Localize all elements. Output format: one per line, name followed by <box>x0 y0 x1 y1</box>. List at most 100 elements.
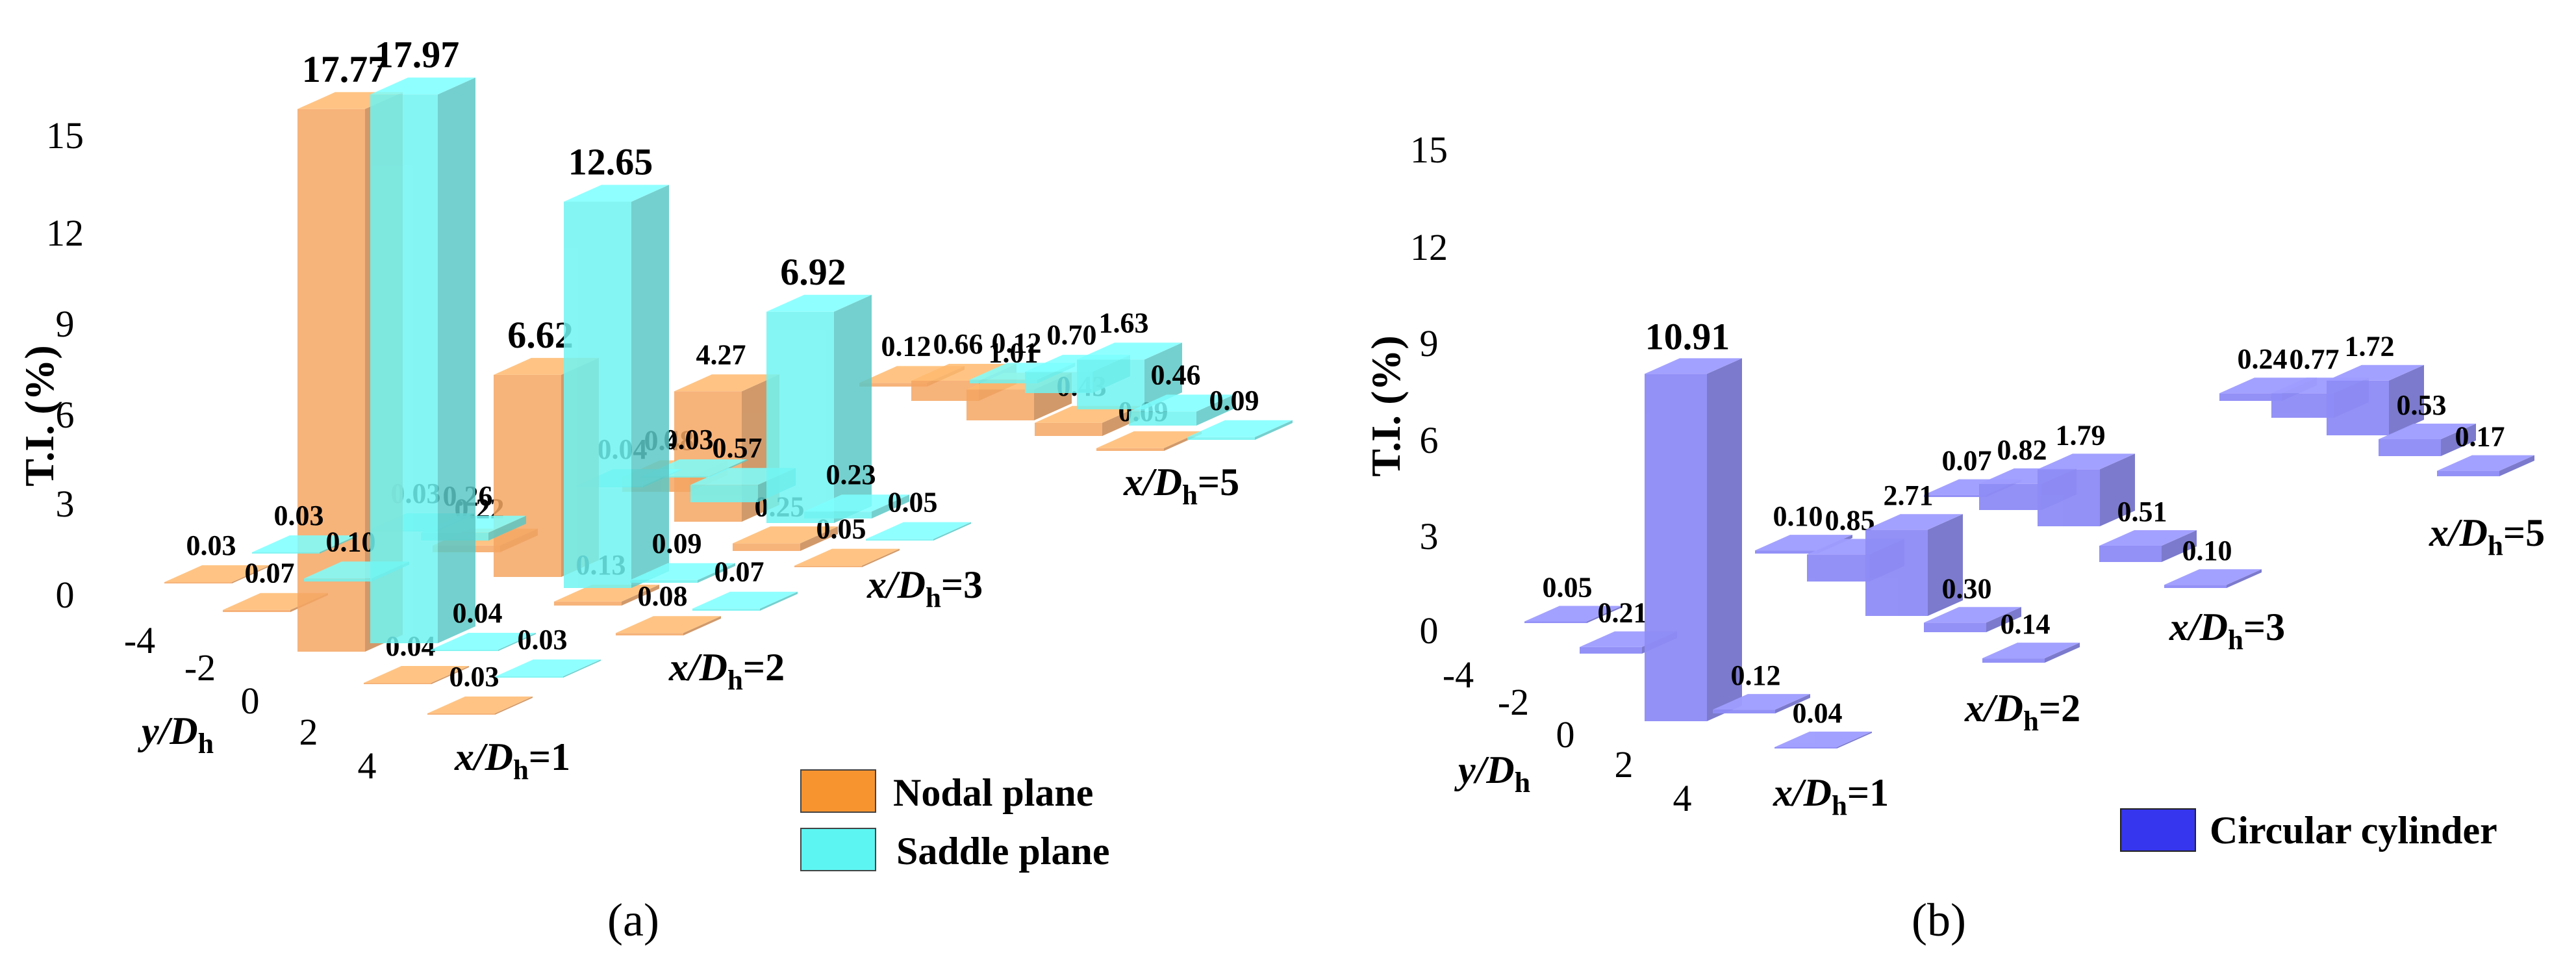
panel-a-bar-nodal-x3-1-top <box>674 374 779 392</box>
panel-a-bar-saddle-x5-2-front <box>1077 359 1144 409</box>
panel-a-bar-nodal-x5-3-top <box>1035 405 1140 423</box>
panel-b-bar-circular-x2-4 <box>1982 643 2080 663</box>
panel-b-data-label-circular-x1-1: 0.21 <box>1598 597 1648 629</box>
panel-b-bar-circular-x1-2-side <box>1707 358 1742 721</box>
panel-a-axis: T.I. (%) 0 3 6 9 12 15 -4 -2 0 2 4 y/Dh <box>16 114 377 787</box>
panel-b-bar-circular-x2-4-top <box>1982 643 2080 659</box>
panel-b-bar-circular-x1-3-side <box>1775 694 1810 713</box>
panel-a-legend: Nodal plane Saddle plane <box>800 769 1109 873</box>
panel-a-data-label-saddle-x3-1: 0.03 <box>664 424 714 455</box>
panel-b-bar-circular-x2-3-top <box>1924 607 2021 623</box>
panel-a-group-label-x1: x/Dh=2 <box>668 646 785 696</box>
panel-b-bar-circular-x2-2-top <box>1865 514 1963 530</box>
panel-a-bar-saddle-x3-4-top <box>804 494 909 512</box>
panel-a-bar-saddle-x3-5-front <box>866 539 933 541</box>
panel-a-legend-label-nodal: Nodal plane <box>893 771 1093 814</box>
panel-b-data-label-circular-x2-3: 0.30 <box>1942 572 1992 604</box>
panel-a-bar-saddle-x2-4 <box>692 591 798 611</box>
panel-a-bar-nodal-x2-2 <box>554 584 659 606</box>
panel-a-bar-saddle-x5-3-side <box>1196 394 1234 426</box>
panel-b-bar-circular-x3-0-front <box>1924 494 1986 497</box>
panel-a-bar-nodal-x1-4-side <box>495 697 533 715</box>
panel-b-bars: 0.24 0.77 1.720.530.17 0.07 0.82 1.79 0.51 0.10… <box>1524 315 2545 821</box>
panel-b-group-label-x3: x/Dh=5 <box>2429 511 2545 561</box>
panel-b-y-tick-2: 2 <box>1615 743 1634 786</box>
panel-a-legend-swatch-nodal <box>800 769 876 813</box>
panel-b-z-tick-9: 9 <box>1420 322 1439 364</box>
panel-a-bar-saddle-x5-4-side <box>1255 420 1293 440</box>
panel-a-bar-nodal-x3-3 <box>794 548 900 567</box>
panel-a-group-label-x3: x/Dh=5 <box>1123 461 1239 511</box>
panel-a-bar-saddle-x1-4-top <box>496 659 601 676</box>
panel-a-data-label-nodal-x2-3: 0.08 <box>638 580 688 612</box>
panel-b-bar-circular-x3-2 <box>2038 454 2135 526</box>
panel-a-group-label-x0: x/Dh=1 <box>454 735 570 786</box>
panel-b-bar-circular-x2-2-front <box>1865 530 1928 616</box>
panel-a-bar-nodal-x1-4-top <box>427 697 533 713</box>
panel-a-bar-saddle-x1-2-side <box>438 77 475 643</box>
panel-b-y-tick-neg2: -2 <box>1498 681 1529 723</box>
panel-a-bar-nodal-x3-2-front <box>733 543 800 551</box>
panel-a-bar-nodal-x5-3-front <box>1035 422 1102 436</box>
panel-b-z-tick-12: 12 <box>1410 226 1448 268</box>
panel-b-bar-circular-x1-4-top <box>1774 732 1872 747</box>
panel-b-bar-circular-x1-1-front <box>1580 646 1642 654</box>
panel-b-bar-circular-x1-2 <box>1645 358 1742 721</box>
panel-b-y-tick-4: 4 <box>1673 777 1692 819</box>
panel-b-data-label-circular-x5-0: 0.24 <box>2238 343 2288 375</box>
panel-b-bar-circular-x1-2-top <box>1645 358 1742 374</box>
panel-a-bar-saddle-x2-1-side <box>488 515 526 541</box>
panel-b-bar-circular-x2-2 <box>1865 514 1963 616</box>
panel-a-y-tick-neg4: -4 <box>124 619 155 661</box>
panel-b-subtitle: (b) <box>1912 894 1966 946</box>
panel-b-data-label-circular-x3-0: 0.07 <box>1942 445 1992 477</box>
panel-a-bar-saddle-x5-4-top <box>1187 420 1293 437</box>
panel-b-bar-circular-x2-0-top <box>1755 535 1852 551</box>
panel-a-y-tick-2: 2 <box>299 711 318 753</box>
panel-b-data-label-circular-x1-0: 0.05 <box>1543 572 1593 604</box>
panel-a-bar-nodal-x1-3-top <box>364 666 469 683</box>
panel-a-bar-saddle-x5-3-top <box>1129 394 1234 412</box>
panel-a-bar-saddle-x1-0-top <box>252 535 357 552</box>
panel-a-bar-saddle-x1-2-top <box>370 77 475 95</box>
panel-b-bar-circular-x3-4-side <box>2227 569 2262 588</box>
panel-a-bar-nodal-x5-4-top <box>1096 431 1202 448</box>
panel-a-bar-nodal-x5-4 <box>1096 431 1202 451</box>
panel-a-data-label-saddle-x5-2: 1.63 <box>1099 307 1149 339</box>
panel-a-bar-saddle-x1-4-front <box>496 676 563 678</box>
panel-a-bar-nodal-x1-2-front <box>297 109 365 652</box>
panel-a-z-tick-15: 15 <box>46 114 84 157</box>
panel-b-data-label-circular-x2-4: 0.14 <box>2001 608 2051 640</box>
panel-a-data-label-saddle-x2-3: 0.09 <box>652 528 702 559</box>
panel-a-bar-saddle-x2-2-top <box>564 185 669 202</box>
panel-b-bar-circular-x3-3-top <box>2099 530 2197 546</box>
panel-a-bar-nodal-x5-4-front <box>1096 448 1164 451</box>
panel-a-data-label-nodal-x5-1: 0.66 <box>933 328 983 360</box>
panel-b-bar-circular-x5-3-top <box>2379 424 2476 440</box>
panel-a-z-tick-9: 9 <box>56 303 75 345</box>
panel-b-bar-circular-x3-1-front <box>1979 483 2041 510</box>
panel-a-bar-nodal-x1-3 <box>364 666 469 684</box>
panel-a-bar-saddle-x3-5 <box>866 522 971 541</box>
panel-b-axis: T.I. (%) 0 3 6 9 12 15 -4 -2 0 2 4 y/Dh <box>1363 129 1692 819</box>
panel-a-bar-nodal-x1-3-front <box>364 683 431 684</box>
panel-b-data-label-circular-x3-2: 1.79 <box>2056 419 2106 451</box>
panel-b-bar-circular-x1-3-top <box>1713 694 1810 710</box>
panel-a-data-label-saddle-x3-3: 6.92 <box>780 251 846 293</box>
panel-b-bar-circular-x2-4-front <box>1982 658 2045 663</box>
panel-a-bar-saddle-x3-3 <box>766 294 872 523</box>
panel-a-subtitle: (a) <box>607 894 659 946</box>
panel-a-data-label-saddle-x1-4: 0.03 <box>518 624 568 656</box>
panel-b-data-label-circular-x2-2: 2.71 <box>1884 480 1934 511</box>
panel-a-bar-saddle-x1-0-front <box>252 552 320 554</box>
panel-a-y-tick-neg2: -2 <box>184 646 216 689</box>
panel-a-bar-nodal-x3-2 <box>733 526 838 551</box>
panel-a-bar-saddle-x2-2-front <box>564 201 631 588</box>
panel-a-bar-saddle-x1-0 <box>252 535 357 554</box>
panel-b-bar-circular-x3-3 <box>2099 530 2197 562</box>
panel-a-bar-saddle-x1-2-front <box>370 94 438 643</box>
panel-b-legend-swatch-circular <box>2120 808 2196 852</box>
panel-a-bar-nodal-x2-2-front <box>554 601 622 606</box>
panel-a-bar-saddle-x2-3 <box>630 563 735 583</box>
panel-a-bar-saddle-x2-2 <box>564 185 669 588</box>
